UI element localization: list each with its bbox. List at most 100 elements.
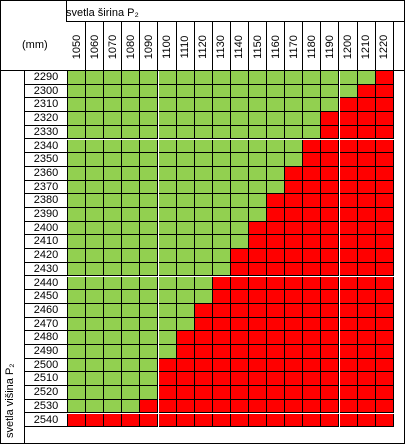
row-label-2310: 2310 [25, 98, 68, 113]
cell-allowed [212, 84, 231, 99]
cell-not-allowed [339, 221, 358, 236]
cell-not-allowed [212, 413, 231, 428]
column-label-text: 1160 [269, 34, 282, 59]
cell-allowed [267, 125, 286, 140]
cell-allowed [267, 139, 286, 154]
cell-allowed [86, 194, 105, 208]
cell-allowed [122, 166, 141, 181]
cell-allowed [86, 112, 105, 126]
cell-not-allowed [375, 180, 394, 195]
cell-allowed [140, 249, 159, 263]
cell-allowed [104, 276, 123, 291]
cell-allowed [303, 98, 322, 113]
cell-allowed [230, 166, 249, 181]
cell-not-allowed [285, 303, 304, 318]
cell-allowed [194, 84, 213, 99]
cell-not-allowed [249, 399, 268, 414]
cell-not-allowed [339, 413, 358, 428]
cell-not-allowed [212, 386, 231, 400]
cell-not-allowed [375, 208, 394, 222]
cell-allowed [68, 71, 87, 85]
cell-not-allowed [375, 399, 394, 414]
cell-not-allowed [285, 317, 304, 332]
cell-not-allowed [267, 399, 286, 414]
cell-not-allowed [230, 345, 249, 359]
cell-not-allowed [357, 345, 376, 359]
cell-allowed [122, 194, 141, 208]
cell-not-allowed [375, 112, 394, 126]
width-header-title: svetla širina P₂ [66, 7, 139, 19]
cell-not-allowed [249, 345, 268, 359]
column-label-text: 1060 [88, 34, 101, 59]
cell-not-allowed [357, 372, 376, 387]
cell-not-allowed [212, 303, 231, 318]
column-label-1130: 1130 [213, 22, 231, 71]
cell-allowed [303, 71, 322, 85]
row-label-2490: 2490 [25, 345, 68, 359]
cell-allowed [158, 84, 177, 99]
cell-allowed [194, 194, 213, 208]
cell-not-allowed [249, 262, 268, 277]
cell-allowed [86, 276, 105, 291]
cell-allowed [68, 194, 87, 208]
cell-allowed [194, 221, 213, 236]
cell-allowed [176, 71, 195, 85]
row-label-2430: 2430 [25, 262, 68, 277]
cell-allowed [176, 84, 195, 99]
column-label-text: 1080 [124, 34, 137, 59]
cell-not-allowed [339, 235, 358, 250]
cell-not-allowed [339, 276, 358, 291]
cell-allowed [285, 125, 304, 140]
cell-allowed [176, 276, 195, 291]
cell-not-allowed [267, 290, 286, 304]
cell-not-allowed [249, 372, 268, 387]
side-divider [0, 71, 25, 444]
row-label-2410: 2410 [25, 235, 68, 250]
cell-allowed [230, 153, 249, 167]
cell-not-allowed [339, 249, 358, 263]
column-label-1090: 1090 [140, 22, 159, 71]
cell-not-allowed [357, 235, 376, 250]
cell-not-allowed [303, 317, 322, 332]
cell-allowed [194, 276, 213, 291]
cell-allowed [104, 249, 123, 263]
cell-allowed [176, 221, 195, 236]
cell-not-allowed [339, 139, 358, 154]
cell-allowed [68, 249, 87, 263]
cell-allowed [122, 221, 141, 236]
row-label-2480: 2480 [25, 331, 68, 345]
cell-allowed [140, 208, 159, 222]
row-label-2420: 2420 [25, 249, 68, 263]
cell-not-allowed [375, 345, 394, 359]
cell-allowed [68, 112, 87, 126]
cell-not-allowed [321, 262, 340, 277]
cell-allowed [176, 208, 195, 222]
cell-not-allowed [303, 262, 322, 277]
cell-allowed [104, 180, 123, 195]
cell-allowed [285, 71, 304, 85]
cell-allowed [249, 84, 268, 99]
column-label-1070: 1070 [104, 22, 123, 71]
cell-allowed [68, 331, 87, 345]
cell-allowed [194, 180, 213, 195]
cell-not-allowed [357, 180, 376, 195]
cell-allowed [230, 112, 249, 126]
cell-not-allowed [285, 372, 304, 387]
cell-not-allowed [249, 303, 268, 318]
cell-allowed [140, 71, 159, 85]
cell-not-allowed [267, 317, 286, 332]
cell-allowed [285, 153, 304, 167]
cell-allowed [158, 290, 177, 304]
cell-allowed [194, 166, 213, 181]
cell-allowed [176, 98, 195, 113]
cell-allowed [249, 139, 268, 154]
cell-allowed [122, 358, 141, 373]
cell-not-allowed [375, 290, 394, 304]
column-label-1160: 1160 [267, 22, 286, 71]
cell-allowed [194, 290, 213, 304]
cell-allowed [158, 221, 177, 236]
cell-allowed [140, 125, 159, 140]
cell-allowed [122, 290, 141, 304]
cell-allowed [212, 180, 231, 195]
